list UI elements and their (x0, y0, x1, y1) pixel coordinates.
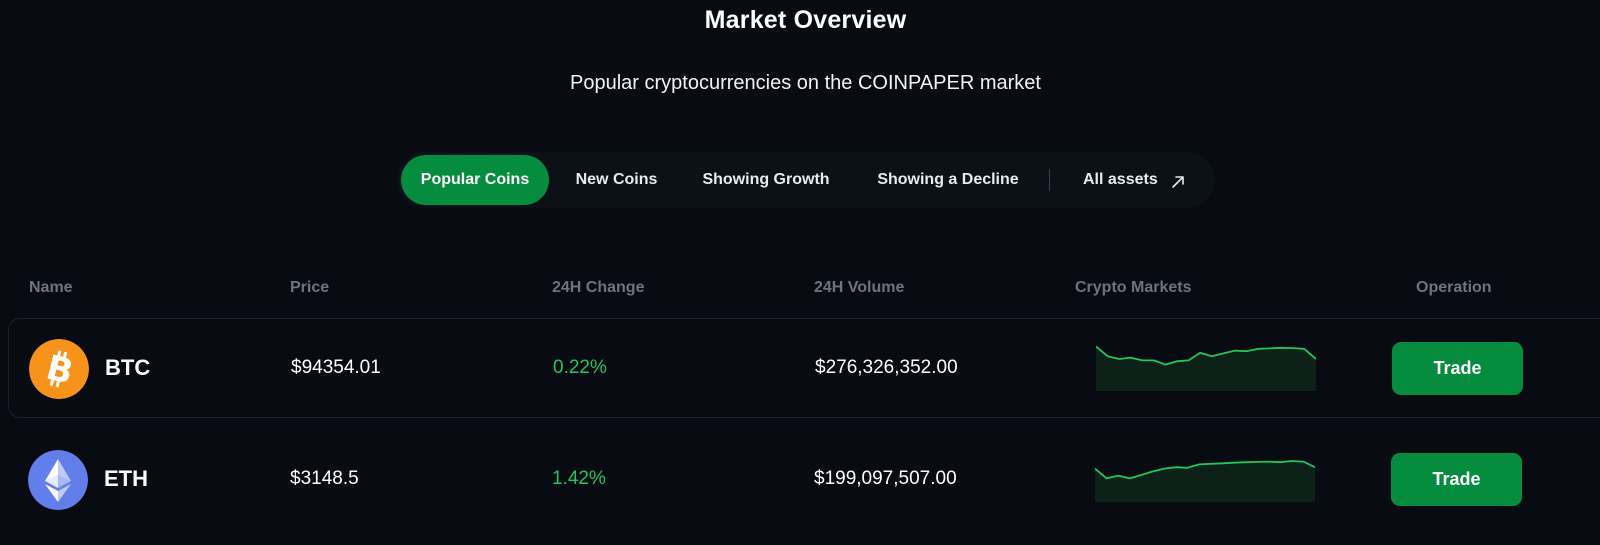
tab-divider (1049, 169, 1050, 191)
arrow-up-right-icon (1172, 176, 1184, 188)
column-header-name: Name (29, 279, 73, 296)
tab-showing-growth[interactable]: Showing Growth (702, 171, 830, 188)
all-assets-label: All assets (1083, 171, 1158, 188)
column-header-crypto-markets: Crypto Markets (1075, 279, 1192, 296)
sparkline-chart (1096, 345, 1316, 391)
bitcoin-icon: B (29, 339, 89, 399)
tab-new-coins[interactable]: New Coins (575, 171, 658, 188)
coin-price: $3148.5 (290, 468, 359, 489)
coin-24h-volume: $199,097,507.00 (814, 468, 957, 489)
column-header-24h-volume: 24H Volume (814, 279, 905, 296)
coin-24h-volume: $276,326,352.00 (815, 357, 958, 378)
sparkline-line (1095, 460, 1315, 480)
trade-button[interactable]: Trade (1392, 342, 1523, 395)
trade-button[interactable]: Trade (1391, 453, 1522, 506)
sparkline-area (1095, 461, 1315, 502)
coin-symbol: BTC (105, 355, 151, 380)
coin-24h-change: 0.22% (553, 357, 607, 378)
ethereum-icon (28, 450, 88, 510)
column-header-24h-change: 24H Change (552, 279, 645, 296)
sparkline-area (1096, 346, 1316, 391)
sparkline-line (1096, 345, 1316, 366)
tab-showing-decline[interactable]: Showing a Decline (877, 171, 1019, 188)
sparkline-chart (1095, 460, 1315, 502)
tab-all-assets[interactable]: All assets (1067, 155, 1215, 205)
coin-price: $94354.01 (291, 357, 381, 378)
coin-symbol: ETH (104, 466, 148, 491)
coin-24h-change: 1.42% (552, 468, 606, 489)
column-header-price: Price (290, 279, 330, 296)
filter-tabs: Popular Coins New Coins Showing Growth S… (397, 152, 1215, 208)
tab-popular-coins[interactable]: Popular Coins (401, 155, 549, 205)
page-title: Market Overview (704, 6, 907, 34)
table-row[interactable]: B BTC $94354.01 0.22% $276,326,352.00 Tr… (8, 318, 1600, 418)
table-row[interactable]: ETH $3148.5 1.42% $199,097,507.00 Trade (8, 430, 1600, 530)
column-header-operation: Operation (1416, 279, 1492, 296)
page-subtitle: Popular cryptocurrencies on the COINPAPE… (570, 72, 1041, 94)
